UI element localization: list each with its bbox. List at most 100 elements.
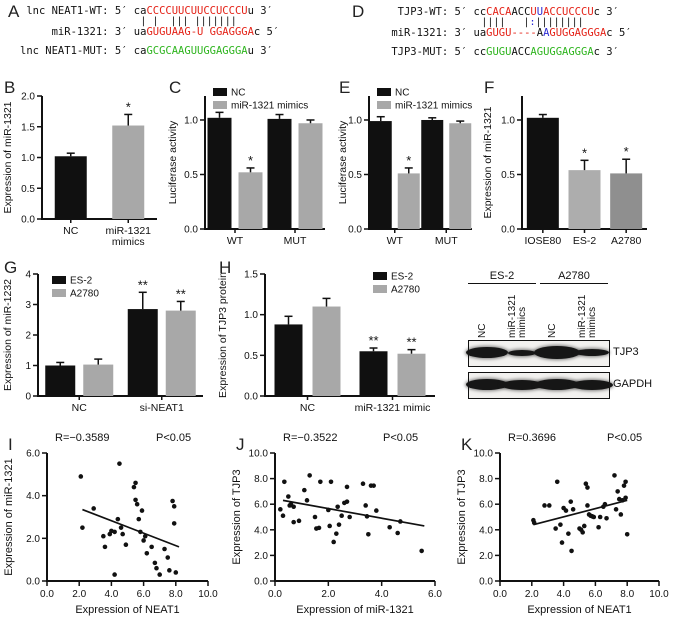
y-tick-label: 8.0	[479, 474, 493, 485]
y-tick-label: 0.5	[184, 170, 198, 181]
data-point	[336, 522, 342, 527]
data-point	[286, 494, 291, 499]
y-tick-label: 1.0	[348, 115, 362, 126]
legend-label: NC	[395, 88, 409, 99]
y-tick-label: 0	[25, 392, 31, 403]
y-tick-label: 0.0	[244, 392, 258, 403]
y-axis-title: Expression of TJP3	[231, 469, 243, 564]
y-tick-label: 4.0	[479, 525, 493, 536]
sequence-segment: A	[536, 27, 544, 39]
data-point	[291, 504, 296, 510]
panel-i-svg: 0.0 2.0 4.0 6.0 0.0 2.0 4.0 6.0 8.0 10.0 Expressio…	[3, 432, 218, 616]
data-point	[585, 503, 590, 508]
bar	[127, 309, 158, 396]
y-tick-label: 10.0	[249, 449, 269, 460]
bar	[165, 310, 196, 396]
data-point	[162, 546, 167, 552]
panel-f-letter: F	[484, 78, 495, 97]
data-point	[165, 555, 171, 560]
blot-lane-label: NC	[547, 323, 558, 338]
data-point	[334, 531, 339, 536]
data-point	[141, 538, 146, 543]
panel-e-bar-chart: E 0.0 0.5 1.0 Luciferase activity WT * MUT NC mi…	[335, 78, 480, 256]
y-tick-label: 4.0	[254, 525, 268, 536]
y-tick-label: 6.0	[254, 500, 268, 511]
panel-a: A lnc NEAT1-WT: 5′ caCCCCUUCUUCCUCCCUu 3…	[0, 0, 345, 76]
legend-label: NC	[231, 88, 245, 99]
data-point	[173, 570, 179, 575]
bar	[369, 121, 392, 229]
legend-swatch	[52, 276, 66, 284]
sequence-segment: u 3′	[247, 5, 273, 17]
y-tick-label: 1.0	[21, 153, 35, 164]
y-tick-label: 1.0	[501, 115, 515, 126]
panel-g-letter: G	[4, 258, 18, 277]
data-point	[152, 560, 158, 566]
panel-i-letter: I	[8, 435, 14, 454]
data-point	[395, 530, 400, 536]
y-tick-label: 1.0	[184, 115, 198, 126]
data-point	[612, 473, 617, 478]
significance-label: *	[582, 145, 587, 160]
y-tick-label: 0.5	[244, 351, 258, 362]
category-label: IOSE80	[524, 235, 561, 247]
bar	[421, 119, 444, 229]
y-tick-label: 10.0	[474, 449, 494, 460]
sequence-segment: ACCUCCCU	[543, 6, 594, 18]
panel-f-bar-chart: F 0.0 0.5 1.0 Expression of miR-1321 IOSE80 E…	[480, 78, 677, 256]
y-tick-label: 1.5	[244, 270, 258, 281]
significance-label: **	[138, 277, 148, 292]
y-tick-label: 2.0	[479, 551, 493, 562]
legend-swatch	[213, 101, 227, 109]
sequence-segment: GUGU	[486, 46, 512, 58]
data-point	[387, 524, 392, 530]
data-point	[171, 521, 177, 526]
y-axis-title: Expression of miR-1232	[2, 279, 14, 391]
data-point	[563, 508, 569, 513]
data-point	[170, 498, 175, 504]
y-tick-label: 0.0	[348, 225, 362, 236]
sequence-segment: :	[529, 17, 536, 28]
panel-a-letter: A	[8, 2, 20, 21]
y-tick-label: 2	[25, 331, 31, 342]
x-tick-label: 4.0	[557, 589, 571, 600]
protein-band	[507, 349, 536, 356]
bar	[274, 324, 303, 396]
category-label: mimics	[112, 236, 145, 248]
x-tick-label: 0.0	[493, 589, 507, 600]
x-axis-title: Expression of NEAT1	[527, 604, 631, 616]
sequence-segment: ||||||||	[535, 17, 584, 28]
sequence-segment: GUGU----	[486, 27, 537, 39]
sequence-segment: GUGUAAG-U GGAGGGA	[146, 26, 254, 38]
data-point	[366, 531, 371, 537]
sequence-segment: TJP3-MUT: 5′ cc	[385, 46, 487, 58]
correlation-r-text: R=−0.3522	[283, 432, 337, 444]
x-tick-label: 4.0	[375, 589, 389, 600]
western-blot-panel: ES-2 A2780 NC miR-1321 mimics NC miR-132…	[445, 258, 677, 423]
data-point	[335, 504, 340, 510]
data-point	[559, 540, 565, 545]
category-label: miR-1321	[105, 225, 151, 237]
significance-label: **	[368, 333, 378, 348]
blot-box-tjp3	[465, 340, 610, 367]
y-axis-title: Luciferase activity	[167, 120, 179, 204]
sequence-segment: c 5′	[253, 26, 280, 38]
data-point	[542, 503, 547, 508]
data-point	[123, 542, 129, 548]
category-label: MUT	[284, 235, 307, 247]
sequence-segment: TJP3-WT: 5′ cc	[385, 6, 487, 18]
bar	[526, 117, 559, 229]
blot-row-label-tjp3: TJP3	[613, 346, 639, 358]
data-point	[171, 504, 177, 509]
panel-h-svg: 0.0 0.5 1.0 1.5 Expression of TJP3 protein NC…	[217, 270, 435, 414]
data-point	[112, 529, 117, 535]
panel-k-letter: K	[461, 435, 473, 454]
data-point	[327, 523, 332, 529]
data-point	[568, 499, 574, 504]
data-point	[167, 568, 172, 573]
sequence-segment: | | ||| |||||||	[20, 16, 237, 27]
x-tick-label: 8.0	[169, 589, 183, 600]
data-point	[134, 501, 140, 507]
blot-lane-label: miR-1321 mimics	[507, 294, 528, 338]
